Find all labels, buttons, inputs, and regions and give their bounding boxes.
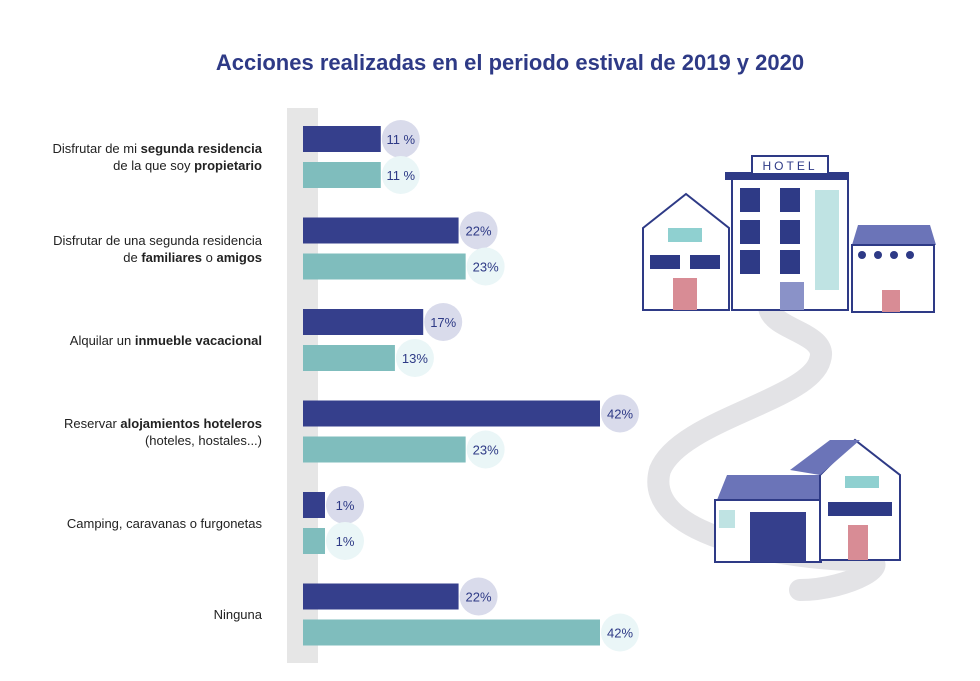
value-bubble	[459, 211, 498, 250]
bar-series-1	[303, 126, 381, 152]
category-label-part: Camping, caravanas o furgonetas	[66, 515, 262, 531]
data-label: 42%	[607, 407, 633, 422]
value-bubble	[395, 339, 434, 377]
value-bubble	[326, 486, 364, 524]
bar-series-2	[303, 253, 466, 280]
left-house	[642, 192, 730, 311]
category-label: Reservar alojamientos hoteleros (hoteles,…	[2, 415, 262, 449]
bar-series-2	[303, 528, 325, 554]
value-bubble	[381, 156, 420, 194]
category-label-part: o	[202, 249, 217, 265]
value-bubble	[601, 394, 639, 433]
data-label: 22%	[466, 590, 492, 605]
hotel-sign: HOTEL	[762, 159, 817, 173]
right-house	[851, 225, 936, 313]
data-label: 1%	[336, 498, 355, 513]
category-label-part: (hoteles, hostales...)	[144, 432, 262, 448]
data-label: 23%	[473, 260, 499, 275]
chart-title: Acciones realizadas en el periodo estiva…	[215, 50, 805, 75]
category-label-part: Alquilar un	[69, 332, 135, 348]
category-label-part: de la que soy	[113, 158, 195, 173]
bar-series-1	[303, 400, 600, 427]
data-label: 17%	[430, 315, 456, 330]
data-label: 13%	[402, 351, 428, 366]
bottom-house	[714, 438, 901, 563]
value-bubble	[424, 303, 463, 341]
category-label-part: alojamientos hoteleros	[120, 415, 262, 431]
data-label: 11 %	[386, 168, 415, 183]
value-bubble	[466, 430, 505, 469]
value-bubble	[466, 247, 505, 286]
category-label-part: amigos	[216, 249, 262, 265]
bar-series-2	[303, 345, 395, 371]
category-label-part: familiares	[141, 249, 203, 265]
category-label-part: Disfrutar de una segunda residencia	[53, 232, 262, 248]
data-label: 1%	[336, 534, 355, 549]
category-label-part: segunda residencia	[140, 141, 262, 156]
value-bubble	[326, 522, 364, 560]
bar-series-1	[303, 217, 459, 244]
bar-series-2	[303, 162, 381, 188]
category-label-part: Ninguna	[213, 607, 262, 622]
category-label: Ninguna	[2, 606, 262, 623]
data-label: 42%	[607, 626, 633, 641]
data-label: 23%	[473, 443, 499, 458]
value-bubble	[601, 613, 639, 652]
category-label-part: propietario	[194, 158, 262, 173]
data-label: 22%	[466, 224, 492, 239]
category-label: Alquilar un inmueble vacacional	[2, 332, 262, 349]
value-bubble	[381, 120, 420, 158]
bar-series-2	[303, 436, 466, 463]
bar-series-1	[303, 309, 424, 335]
road-path	[647, 289, 886, 601]
category-label-part: inmueble vacacional	[134, 332, 262, 348]
category-label-part: de	[123, 249, 142, 265]
category-label: Disfrutar de una segunda residencia de fa…	[2, 232, 262, 266]
category-label-part: Reservar	[64, 415, 121, 431]
data-label: 11 %	[386, 132, 415, 147]
category-label: Disfrutar de mi segunda residencia de la …	[2, 140, 262, 174]
bar-series-1	[303, 583, 459, 610]
axis-band	[287, 108, 318, 663]
category-label: Camping, caravanas o furgonetas	[2, 515, 262, 532]
category-label-part: Disfrutar de mi	[52, 141, 141, 156]
hotel-building: HOTEL	[725, 155, 849, 311]
bar-series-1	[303, 492, 325, 518]
value-bubble	[459, 577, 498, 616]
bar-series-2	[303, 619, 600, 646]
